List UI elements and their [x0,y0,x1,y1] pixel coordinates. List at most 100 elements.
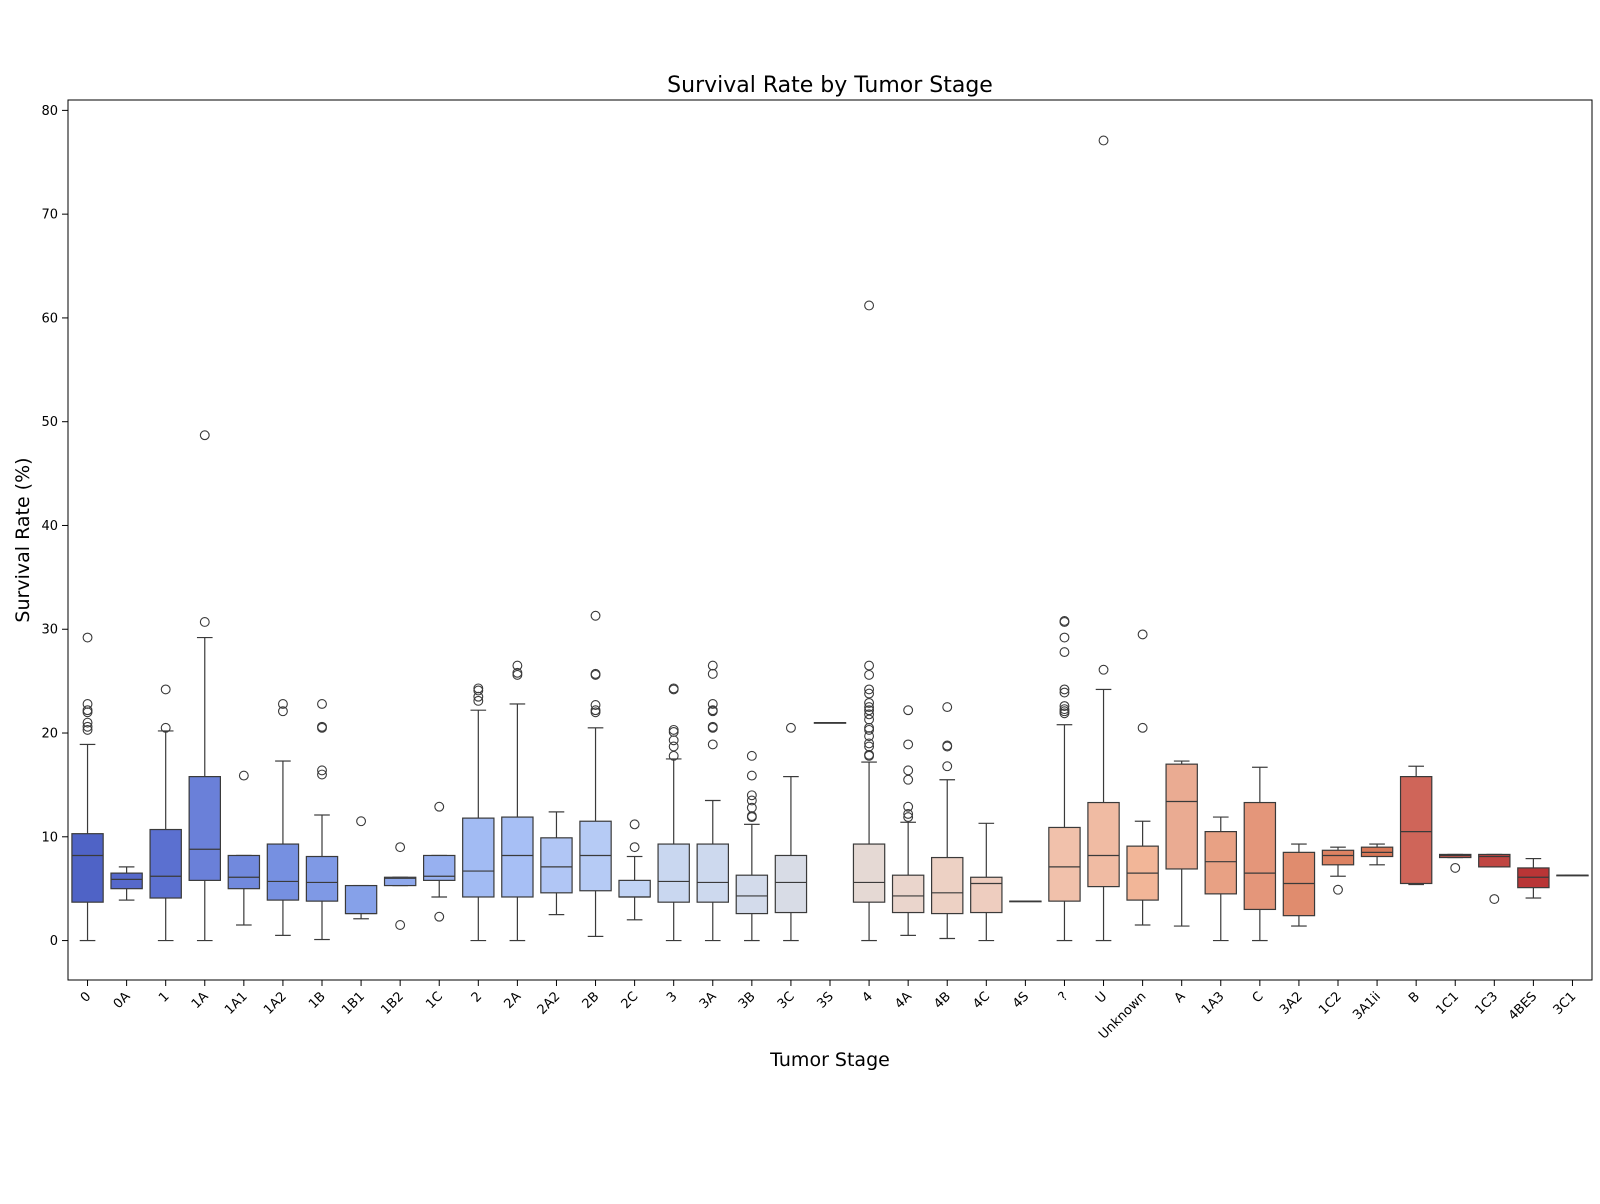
y-axis: 0 10 20 30 40 50 60 70 80 [41,104,68,949]
x-tick-label: 2A [501,989,524,1012]
y-tick-label: 30 [41,623,58,638]
outlier-point [82,632,93,643]
iqr-box [1478,853,1511,868]
x-tick-label: 3A [697,989,720,1012]
box-group-2C [618,819,651,921]
outlier-point [512,660,523,671]
outlier-point [1059,706,1070,717]
outlier-point [277,699,288,709]
outlier-point [1059,615,1070,626]
x-tick-label: 0 [78,989,94,1005]
x-tick-label: 4BES [1506,989,1540,1023]
iqr-box [735,874,769,915]
iqr-box [1165,763,1198,870]
x-tick-label: 1B1 [339,989,368,1018]
iqr-box [1321,849,1355,866]
x-tick-label: 0A [111,989,134,1012]
x-tick-label: 3 [664,989,680,1005]
box-group-1B [305,699,339,941]
iqr-box [462,817,495,898]
box-group-2B [579,610,612,938]
iqr-box [383,876,417,887]
outlier-point [317,769,327,780]
iqr-box [227,854,261,890]
outlier-point [1137,722,1148,733]
outlier-point [903,812,914,823]
iqr-box [852,843,886,903]
x-tick-label: 3B [736,989,759,1012]
x-tick-label: 4C [970,989,993,1012]
x-tick-label: 4B [931,989,954,1012]
outlier-point [864,702,875,713]
plot-area [71,135,1589,942]
iqr-box [1048,826,1081,902]
box-group-4BES [1517,857,1550,899]
box-group-4A [891,705,925,936]
x-tick-label: 1C3 [1472,989,1501,1018]
box-group-3A [696,660,730,942]
outlier-point [942,761,953,772]
iqr-box [71,833,104,903]
box-group-4S [1009,900,1042,903]
outlier-point [629,819,640,830]
outlier-point [317,765,327,776]
outlier-point [629,842,640,853]
outlier-point [746,795,757,806]
outlier-point [668,727,679,737]
box-group-0 [71,632,104,942]
outlier-point [160,684,171,695]
x-tick-label: 1A1 [222,989,251,1018]
outlier-point [590,668,601,679]
iqr-box [1399,776,1433,885]
y-tick-label: 80 [41,104,58,119]
x-tick-label: 3A1ii [1350,989,1384,1023]
outlier-point [590,610,601,621]
x-tick-label: 2C [619,989,642,1012]
x-tick-label: 1C2 [1316,989,1345,1018]
outlier-point [903,705,914,716]
outlier-point [82,717,93,728]
y-tick-label: 50 [41,415,58,430]
outlier-point [82,721,93,732]
outlier-point [668,683,679,694]
outlier-point [590,705,601,716]
iqr-box [618,879,651,898]
outlier-point [903,801,914,812]
x-tick-label: 4 [859,989,875,1005]
box-group-1A2 [266,699,300,936]
outlier-point [356,816,367,827]
x-tick-label: 3A2 [1277,989,1306,1018]
outlier-point [317,699,327,709]
outlier-point [238,770,249,781]
x-tick-label: 1 [156,989,172,1005]
box-group-3S [813,722,847,724]
outlier-point [864,714,875,725]
outlier-point [1059,701,1070,711]
iqr-box [657,843,690,903]
outlier-point [1059,632,1070,643]
x-tick-label: A [1172,989,1189,1006]
outlier-point [785,722,796,733]
iqr-box [149,828,182,899]
box-group-3A1ii [1360,843,1394,866]
iqr-box [930,856,964,915]
outlier-point [942,740,953,751]
outlier-point [473,695,484,706]
outlier-point [1098,664,1109,675]
outlier-point [199,617,210,627]
box-group-C [1243,766,1277,942]
iqr-box [891,874,925,914]
box-group-4 [852,300,886,942]
outlier-point [864,724,875,735]
iqr-box [1243,801,1277,911]
x-tick-label: 2A2 [535,989,564,1018]
x-tick-label: 2B [580,989,603,1012]
outlier-point [903,774,914,785]
outlier-point [1450,862,1461,873]
outlier-point [903,765,914,776]
iqr-box [970,876,1003,914]
box-group-1C [423,801,456,922]
box-group-Unknown [1126,629,1159,926]
box-group-1C2 [1321,846,1355,895]
